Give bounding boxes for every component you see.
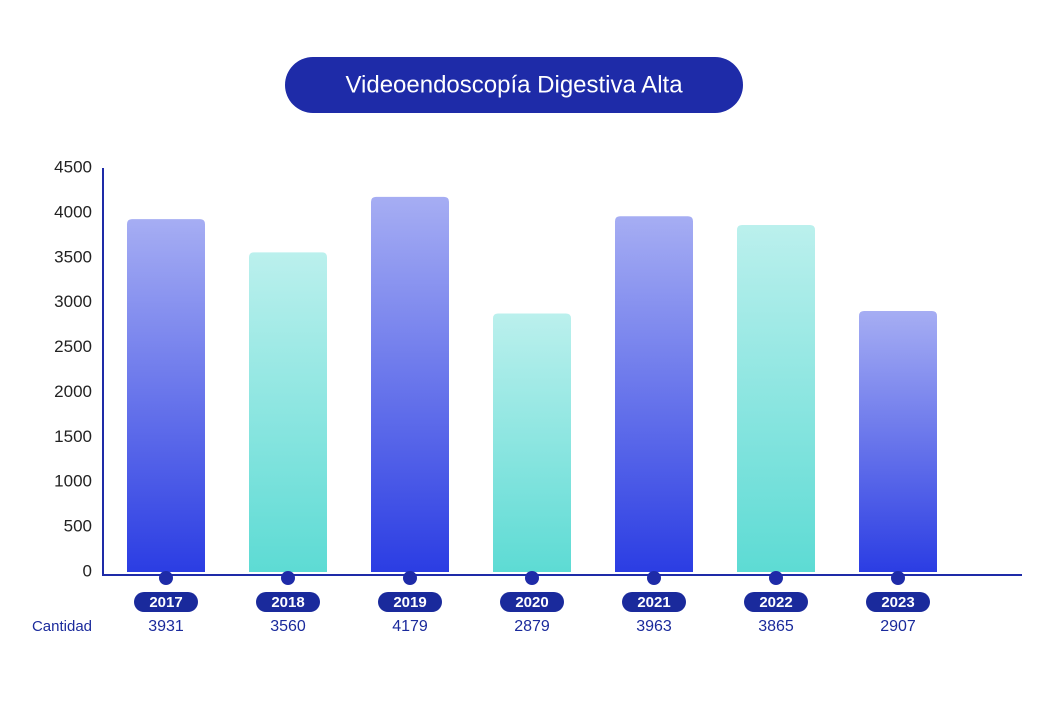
x-tick-label: 2020: [515, 594, 548, 611]
row-label: Cantidad: [32, 618, 92, 635]
axis-dot: [281, 571, 295, 585]
axis-dot: [525, 571, 539, 585]
category-pill: [622, 592, 686, 612]
bar: [371, 196, 449, 572]
y-tick-label: 3500: [54, 247, 92, 266]
x-tick-label: 2019: [393, 594, 426, 611]
bar: [249, 252, 327, 572]
y-tick-label: 500: [64, 517, 92, 536]
y-tick-label: 3000: [54, 292, 92, 311]
x-tick-label: 2023: [881, 594, 914, 611]
y-tick-label: 1500: [54, 427, 92, 446]
y-tick-label: 4000: [54, 202, 92, 221]
value-label: 3560: [270, 618, 306, 635]
x-tick-label: 2022: [759, 594, 792, 611]
value-label: 3931: [148, 618, 184, 635]
axis-dot: [647, 571, 661, 585]
axis-dot: [891, 571, 905, 585]
axis-dot: [769, 571, 783, 585]
value-label: 3865: [758, 618, 794, 635]
y-tick-label: 1000: [54, 472, 92, 491]
x-tick-label: 2017: [149, 594, 182, 611]
bar: [859, 311, 937, 572]
value-label: 4179: [392, 618, 428, 635]
y-tick-label: 0: [83, 561, 92, 580]
category-pill: [866, 592, 930, 612]
x-tick-label: 2021: [637, 594, 670, 611]
category-pill: [500, 592, 564, 612]
value-label: 3963: [636, 618, 672, 635]
bar: [493, 313, 571, 572]
y-tick-label: 4500: [54, 157, 92, 176]
category-pill: [744, 592, 808, 612]
chart-title: Videoendoscopía Digestiva Alta: [345, 71, 683, 98]
y-tick-label: 2000: [54, 382, 92, 401]
axis-dot: [403, 571, 417, 585]
bar: [737, 225, 815, 572]
value-label: 2907: [880, 618, 916, 635]
y-tick-label: 2500: [54, 337, 92, 356]
bar: [127, 219, 205, 572]
axis-dot: [159, 571, 173, 585]
x-tick-label: 2018: [271, 594, 304, 611]
category-pill: [134, 592, 198, 612]
value-label: 2879: [514, 618, 550, 635]
category-pill: [256, 592, 320, 612]
title-pill: [285, 57, 743, 113]
category-pill: [378, 592, 442, 612]
bar: [615, 216, 693, 572]
